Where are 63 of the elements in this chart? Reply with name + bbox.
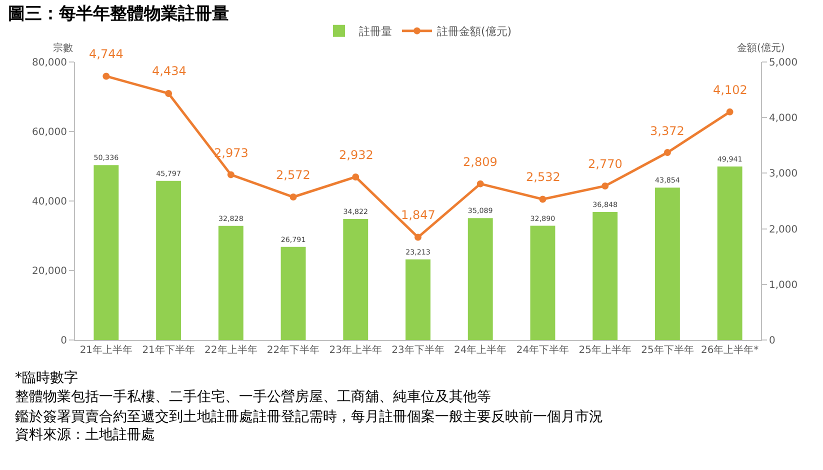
x-tick-label: 26年上半年* xyxy=(700,344,759,356)
chart-title: 圖三：每半年整體物業註冊量 xyxy=(8,4,230,24)
y2-tick-label: 5,000 xyxy=(769,58,798,68)
bar xyxy=(94,165,119,340)
point xyxy=(476,180,484,188)
y-tick-label: 80,000 xyxy=(32,58,67,68)
data-label: 2,932 xyxy=(339,148,374,162)
data-label: 1,847 xyxy=(401,208,436,222)
bar xyxy=(156,180,182,340)
data-label: 4,744 xyxy=(89,47,124,61)
point xyxy=(352,173,360,180)
bar xyxy=(530,226,556,340)
point xyxy=(290,194,297,200)
data-label: 4,434 xyxy=(152,64,186,78)
legend-label: 註冊量 xyxy=(359,25,392,38)
data-label: 3,372 xyxy=(650,124,684,138)
bar xyxy=(406,259,430,340)
bar xyxy=(654,188,680,340)
point xyxy=(414,234,422,241)
data-label: 2,572 xyxy=(276,168,310,182)
point xyxy=(102,72,110,80)
bar xyxy=(343,218,368,340)
data-label: 4,102 xyxy=(713,83,748,97)
point xyxy=(539,196,546,203)
y-tick-label: 20,000 xyxy=(32,266,67,277)
y-tick-label: 60,000 xyxy=(32,127,67,138)
legend-label: 註冊金額(億元) xyxy=(437,25,512,38)
data-label: 2,809 xyxy=(463,155,498,169)
text: 整體物業包括一手私樓、二手住宅、一手公營房屋、工商舖、純車位及其他等 xyxy=(15,389,491,405)
y-tick-label: 0 xyxy=(60,336,67,346)
point xyxy=(165,90,172,97)
data-label: 2,532 xyxy=(526,170,560,184)
bar xyxy=(218,226,244,340)
bar xyxy=(592,212,618,340)
y-tick-label: 40,000 xyxy=(32,196,67,208)
point xyxy=(227,171,234,178)
y2-tick-label: 1,000 xyxy=(769,280,798,291)
y2-tick-label: 2,000 xyxy=(769,224,798,236)
x-tick-label: 21年上半年 xyxy=(80,344,133,356)
bar xyxy=(717,166,742,340)
point xyxy=(664,149,671,156)
source-note: 資料來源：土地註冊處 xyxy=(15,427,155,443)
x-tick-label: 25年下半年 xyxy=(641,344,694,356)
point xyxy=(726,108,734,116)
x-tick-label: 22年上半年 xyxy=(204,344,258,356)
x-tick-label: 25年上半年 xyxy=(578,344,632,356)
x-tick-label: 24年下半年 xyxy=(516,344,570,356)
point xyxy=(602,182,609,190)
x-tick-label: 24年上半年 xyxy=(454,344,507,356)
y2-tick-label: 4,000 xyxy=(769,113,798,124)
text: *臨時數字 xyxy=(15,370,78,386)
bar xyxy=(468,218,493,340)
y2-tick-label: 3,000 xyxy=(769,168,798,180)
text: 鑑於簽署買賣合約至遞交到土地註冊處註冊登記需時，每月註冊個案一般主要反映前一個月市況 xyxy=(15,408,603,425)
x-tick-label: 21年下半年 xyxy=(142,344,195,356)
bar xyxy=(280,246,306,340)
data-label: 2,770 xyxy=(588,157,622,171)
x-tick-label: 23年下半年 xyxy=(392,344,444,356)
y2-axis-title: 金額(億元) xyxy=(737,42,785,54)
y-axis-title: 宗數 xyxy=(53,42,73,54)
y2-tick-label: 0 xyxy=(769,336,776,346)
x-tick-label: 23年上半年 xyxy=(329,344,382,356)
x-tick-label: 22年下半年 xyxy=(266,344,320,356)
